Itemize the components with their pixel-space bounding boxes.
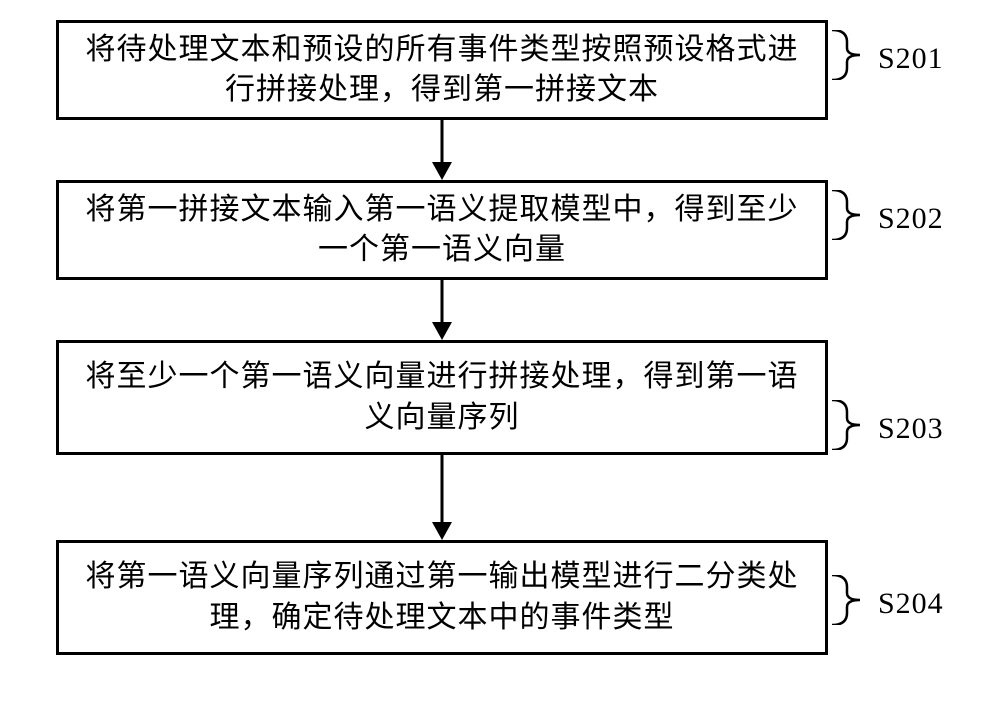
step-box-s201: 将待处理文本和预设的所有事件类型按照预设格式进行拼接处理，得到第一拼接文本 xyxy=(56,20,828,120)
step-text-s203: 将至少一个第一语义向量进行拼接处理，得到第一语义向量序列 xyxy=(83,357,801,438)
step-text-s204: 将第一语义向量序列通过第一输出模型进行二分类处理，确定待处理文本中的事件类型 xyxy=(83,557,801,638)
arrow-3 xyxy=(427,455,457,540)
step-label-s202: S202 xyxy=(878,202,944,236)
brace-s203 xyxy=(832,400,872,450)
step-text-s202: 将第一拼接文本输入第一语义提取模型中，得到至少一个第一语义向量 xyxy=(83,190,801,271)
brace-s201 xyxy=(832,30,872,80)
step-label-s204: S204 xyxy=(878,587,944,621)
step-box-s203: 将至少一个第一语义向量进行拼接处理，得到第一语义向量序列 xyxy=(56,340,828,455)
step-text-s201: 将待处理文本和预设的所有事件类型按照预设格式进行拼接处理，得到第一拼接文本 xyxy=(83,30,801,111)
brace-s204 xyxy=(832,575,872,625)
step-box-s202: 将第一拼接文本输入第一语义提取模型中，得到至少一个第一语义向量 xyxy=(56,180,828,280)
step-label-s203: S203 xyxy=(878,412,944,446)
flowchart-canvas: 将待处理文本和预设的所有事件类型按照预设格式进行拼接处理，得到第一拼接文本 S2… xyxy=(0,0,1000,719)
brace-s202 xyxy=(832,190,872,240)
arrow-2 xyxy=(427,280,457,340)
step-box-s204: 将第一语义向量序列通过第一输出模型进行二分类处理，确定待处理文本中的事件类型 xyxy=(56,540,828,655)
arrow-1 xyxy=(427,120,457,180)
step-label-s201: S201 xyxy=(878,42,944,76)
